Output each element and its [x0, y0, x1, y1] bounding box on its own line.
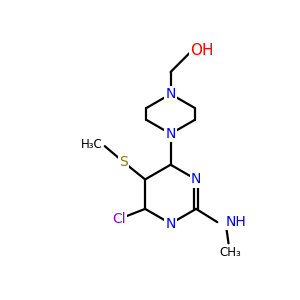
Text: N: N: [191, 172, 201, 186]
Text: S: S: [119, 155, 128, 170]
Text: N: N: [165, 217, 176, 231]
Text: H₃C: H₃C: [81, 138, 102, 151]
Text: Cl: Cl: [113, 212, 126, 226]
Text: OH: OH: [190, 43, 214, 58]
Text: CH₃: CH₃: [219, 246, 241, 259]
Text: N: N: [165, 127, 176, 141]
Text: NH: NH: [226, 215, 246, 229]
Text: N: N: [165, 87, 176, 101]
